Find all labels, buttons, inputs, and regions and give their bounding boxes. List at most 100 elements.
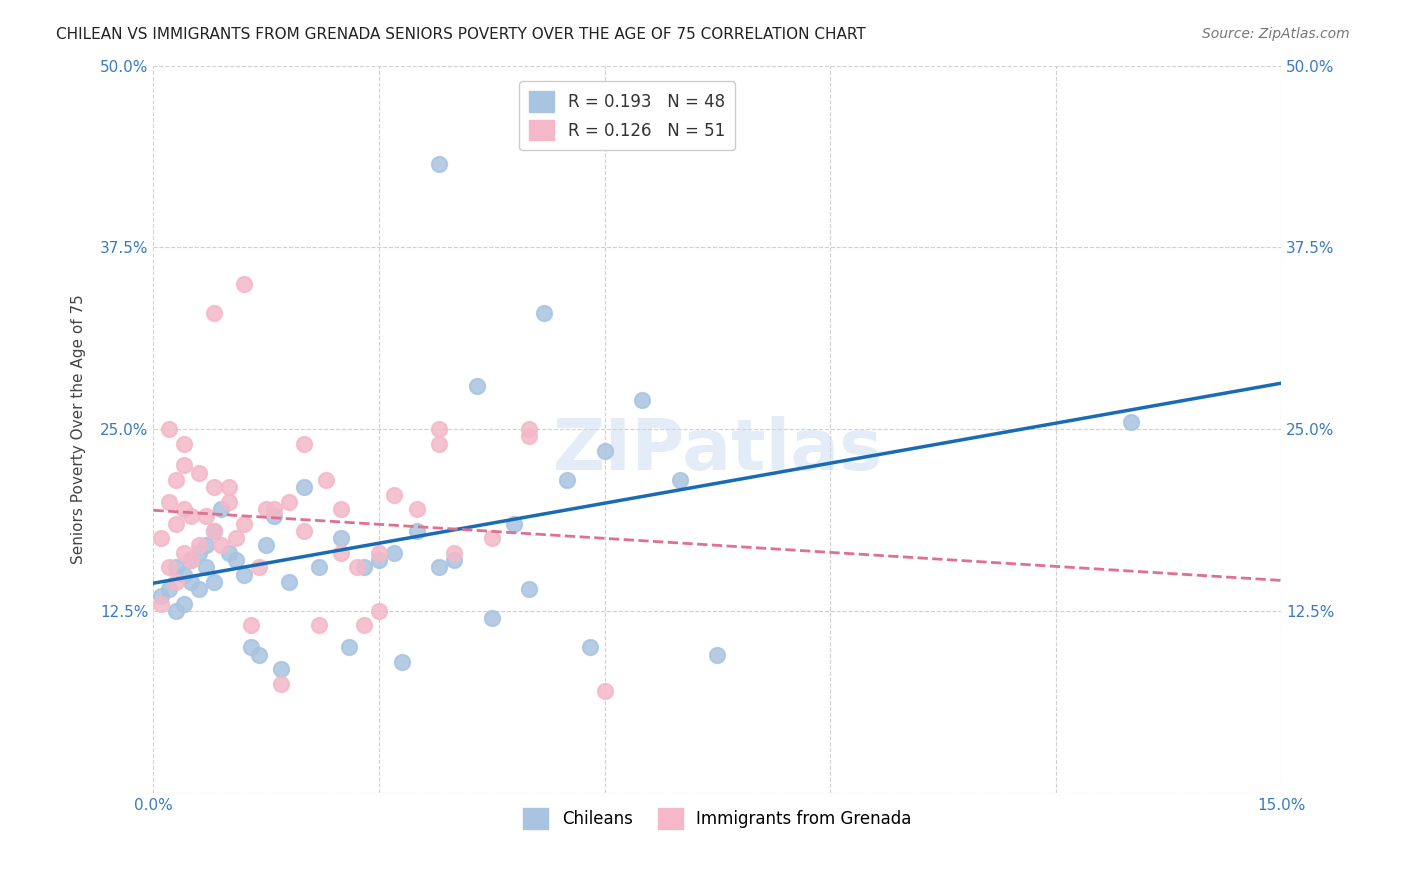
Point — [669, 473, 692, 487]
Text: Source: ZipAtlas.com: Source: ZipAtlas.com — [1202, 27, 1350, 41]
Point — [427, 560, 450, 574]
Text: ZIPatlas: ZIPatlas — [553, 417, 883, 485]
Y-axis label: Seniors Poverty Over the Age of 75: Seniors Poverty Over the Age of 75 — [72, 294, 86, 564]
Point — [187, 466, 209, 480]
Point — [519, 422, 541, 436]
Point — [150, 597, 173, 611]
Point — [247, 560, 270, 574]
Point — [202, 574, 225, 589]
Point — [427, 436, 450, 450]
Point — [232, 567, 254, 582]
Point — [157, 560, 180, 574]
Point — [240, 640, 263, 655]
Point — [481, 531, 503, 545]
Point — [254, 502, 277, 516]
Point — [187, 546, 209, 560]
Point — [405, 502, 427, 516]
Point — [202, 524, 225, 538]
Point — [202, 306, 225, 320]
Point — [368, 546, 391, 560]
Point — [202, 480, 225, 494]
Point — [173, 458, 195, 473]
Text: CHILEAN VS IMMIGRANTS FROM GRENADA SENIORS POVERTY OVER THE AGE OF 75 CORRELATIO: CHILEAN VS IMMIGRANTS FROM GRENADA SENIO… — [56, 27, 866, 42]
Point — [165, 473, 187, 487]
Point — [173, 597, 195, 611]
Point — [232, 516, 254, 531]
Point — [187, 582, 209, 596]
Point — [225, 553, 247, 567]
Legend: Chileans, Immigrants from Grenada: Chileans, Immigrants from Grenada — [517, 802, 918, 835]
Point — [292, 436, 315, 450]
Point — [263, 502, 285, 516]
Point — [240, 618, 263, 632]
Point — [165, 560, 187, 574]
Point — [173, 567, 195, 582]
Point — [180, 553, 202, 567]
Point — [209, 502, 232, 516]
Point — [382, 546, 405, 560]
Point — [631, 392, 654, 407]
Point — [519, 429, 541, 443]
Point — [443, 546, 465, 560]
Point — [218, 546, 240, 560]
Point — [391, 655, 413, 669]
Point — [173, 502, 195, 516]
Point — [173, 546, 195, 560]
Point — [481, 611, 503, 625]
Point — [368, 604, 391, 618]
Point — [195, 509, 218, 524]
Point — [578, 640, 600, 655]
Point — [330, 531, 353, 545]
Point — [503, 516, 526, 531]
Point — [218, 495, 240, 509]
Point — [1119, 415, 1142, 429]
Point — [195, 560, 218, 574]
Point — [292, 524, 315, 538]
Point — [232, 277, 254, 291]
Point — [218, 480, 240, 494]
Point — [555, 473, 578, 487]
Point — [202, 524, 225, 538]
Point — [225, 531, 247, 545]
Point — [165, 574, 187, 589]
Point — [353, 618, 375, 632]
Point — [337, 640, 360, 655]
Point — [209, 538, 232, 552]
Point — [353, 560, 375, 574]
Point — [346, 560, 368, 574]
Point — [443, 553, 465, 567]
Point — [277, 574, 299, 589]
Point — [427, 422, 450, 436]
Point — [308, 560, 330, 574]
Point — [247, 648, 270, 662]
Point — [533, 306, 555, 320]
Point — [180, 553, 202, 567]
Point — [382, 487, 405, 501]
Point — [165, 604, 187, 618]
Point — [330, 546, 353, 560]
Point — [706, 648, 728, 662]
Point — [165, 516, 187, 531]
Point — [263, 509, 285, 524]
Point — [150, 531, 173, 545]
Point — [157, 422, 180, 436]
Point — [195, 538, 218, 552]
Point — [270, 662, 292, 676]
Point — [519, 582, 541, 596]
Point — [157, 495, 180, 509]
Point — [593, 684, 616, 698]
Point — [180, 574, 202, 589]
Point — [277, 495, 299, 509]
Point — [308, 618, 330, 632]
Point — [292, 480, 315, 494]
Point — [150, 590, 173, 604]
Point — [368, 553, 391, 567]
Point — [254, 538, 277, 552]
Point — [427, 157, 450, 171]
Point — [187, 538, 209, 552]
Point — [157, 582, 180, 596]
Point — [593, 444, 616, 458]
Point — [330, 502, 353, 516]
Point — [270, 676, 292, 690]
Point — [465, 378, 488, 392]
